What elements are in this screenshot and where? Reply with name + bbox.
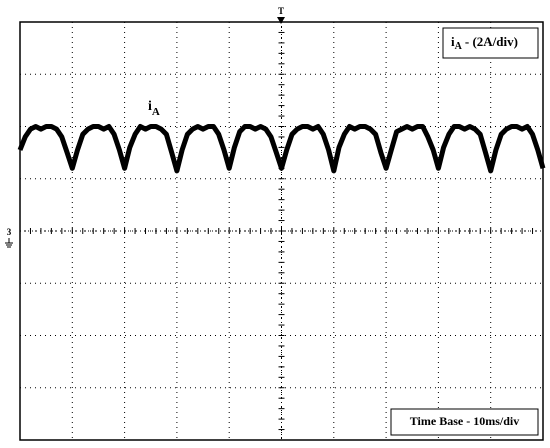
scale-label-symbol: i	[451, 34, 455, 49]
time-base-box	[390, 408, 539, 436]
scale-box	[442, 27, 539, 59]
trigger-arrow	[277, 17, 285, 24]
traces	[17, 124, 546, 174]
scale-label-subscript: A	[455, 41, 463, 52]
time-base-label: Time Base - 10ms/div	[410, 414, 519, 428]
scale-label: iA - (2A/div)	[451, 34, 518, 52]
trace	[17, 124, 546, 174]
trace-label: iA	[148, 99, 160, 117]
trigger-marker: T	[278, 6, 284, 16]
ground-symbol	[5, 238, 13, 248]
scale-label-text: - (2A/div)	[465, 34, 518, 49]
trace-label-symbol: i	[148, 99, 152, 114]
ground-marker: 3	[7, 227, 12, 237]
trace-label-subscript: A	[152, 106, 160, 118]
